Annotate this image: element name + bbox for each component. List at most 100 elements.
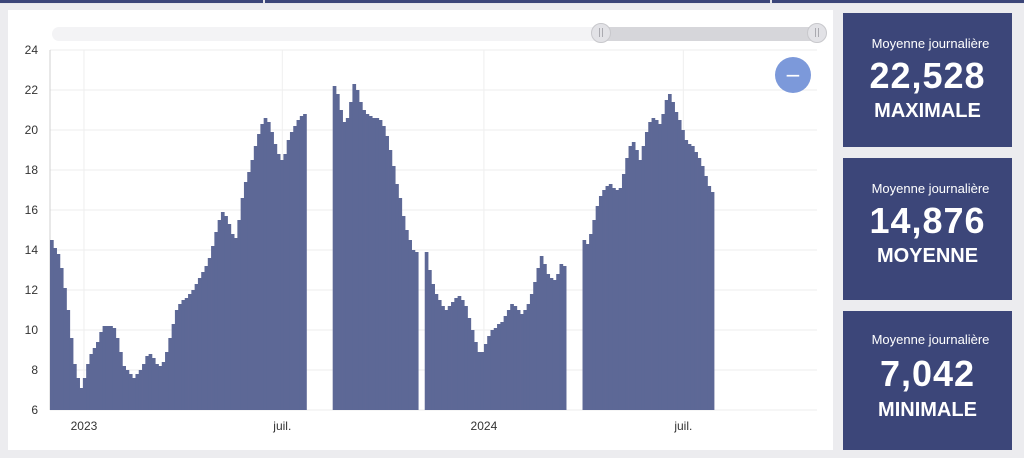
chart-bar <box>543 264 547 410</box>
chart-bar <box>621 174 626 410</box>
chart-bar <box>266 122 271 410</box>
chart-bar <box>79 388 84 410</box>
chart-bar <box>191 290 196 410</box>
chart-bar <box>335 94 340 410</box>
chart-bar <box>243 182 248 410</box>
chart-bar <box>171 324 176 410</box>
x-tick-label: juil. <box>673 419 692 433</box>
chart-bar <box>457 296 462 410</box>
chart-bar <box>559 264 564 410</box>
chart-bar <box>437 300 442 410</box>
chart-bar <box>188 294 192 410</box>
chart-bar <box>674 112 679 410</box>
chart-bar <box>194 284 199 410</box>
chart-bar <box>664 100 669 410</box>
chart-bar <box>654 120 659 410</box>
chart-bar <box>368 116 373 410</box>
chart-bar <box>142 364 146 410</box>
chart-bar <box>460 300 465 410</box>
range-slider-selection[interactable] <box>601 27 817 41</box>
chart-bar <box>398 198 403 410</box>
chart-bar <box>592 220 597 410</box>
chart-bar <box>526 304 531 410</box>
chart-bar <box>165 352 169 410</box>
chart-bar <box>96 342 100 410</box>
chart-bar <box>125 370 130 410</box>
chart-bar <box>286 140 291 410</box>
chart-bar <box>677 120 682 410</box>
chart-bar <box>211 246 215 410</box>
stat-card-caption: MAXIMALE <box>874 100 981 122</box>
y-tick-label: 20 <box>25 123 39 137</box>
chart-bar <box>352 84 357 410</box>
chart-bar <box>552 280 557 410</box>
chart-bar <box>168 338 173 410</box>
chart-bar <box>684 140 689 410</box>
chart-bar <box>240 198 245 410</box>
chart-bar <box>385 136 389 410</box>
chart-bar <box>467 318 472 410</box>
chart-bar <box>342 122 347 410</box>
chart-bar <box>227 224 232 410</box>
chart-bar <box>358 102 363 410</box>
chart-bar <box>296 120 301 410</box>
chart-bar <box>391 166 396 410</box>
chart-bar <box>483 344 488 410</box>
x-tick-label: 2024 <box>471 419 498 433</box>
chart-bar <box>92 348 97 410</box>
chart-bar <box>464 306 468 410</box>
chart-bar <box>224 216 228 410</box>
chart-bar <box>700 166 705 410</box>
chart-bar <box>69 338 74 410</box>
chart-bar <box>408 240 412 410</box>
stat-card-caption: MINIMALE <box>878 399 977 421</box>
chart-bar <box>395 184 399 410</box>
chart-bar <box>405 230 409 410</box>
chart-bar <box>217 220 222 410</box>
chart-bar <box>378 120 383 410</box>
chart-bar <box>651 118 656 410</box>
chart-bar <box>648 122 652 410</box>
chart-bar <box>382 126 386 410</box>
chart-bar <box>625 158 629 410</box>
chart-bar <box>184 298 189 410</box>
chart-bar <box>641 146 646 410</box>
chart-bar <box>605 186 610 410</box>
chart-bar <box>428 270 432 410</box>
y-tick-label: 16 <box>25 203 39 217</box>
chart-bar <box>470 330 475 410</box>
y-tick-label: 10 <box>25 323 39 337</box>
chart-bar <box>503 316 508 410</box>
chart-bar <box>694 152 698 410</box>
chart-bar <box>56 254 61 410</box>
chart-bar <box>270 132 274 410</box>
y-tick-label: 22 <box>25 83 39 97</box>
range-slider-end-handle[interactable]: || <box>807 23 827 43</box>
chart-bar <box>710 192 715 410</box>
chart-bar <box>283 154 288 410</box>
chart-bar <box>375 118 380 410</box>
chart-bar <box>237 220 242 410</box>
chart-bar <box>595 206 600 410</box>
chart-bar <box>355 90 360 410</box>
chart-bar <box>234 238 238 410</box>
chart-bar <box>155 364 159 410</box>
chart-bar <box>89 354 94 410</box>
chart-bar <box>539 256 544 410</box>
chart-bar <box>608 184 613 410</box>
chart-bar <box>273 144 278 410</box>
y-tick-label: 24 <box>25 43 39 57</box>
chart-bar <box>128 374 133 410</box>
range-slider-start-handle[interactable]: || <box>591 23 611 43</box>
minus-icon: − <box>784 63 802 87</box>
chart-bar <box>112 328 117 410</box>
y-tick-label: 14 <box>25 243 39 257</box>
chart-bar <box>687 144 692 410</box>
chart-bar <box>414 252 419 410</box>
chart-bar <box>618 188 623 410</box>
stat-card-label: Moyenne journalière <box>871 332 990 347</box>
chart-bar <box>76 378 80 410</box>
zoom-out-button[interactable]: − <box>775 57 811 93</box>
chart-bar <box>59 268 64 410</box>
chart-bar <box>145 356 150 410</box>
